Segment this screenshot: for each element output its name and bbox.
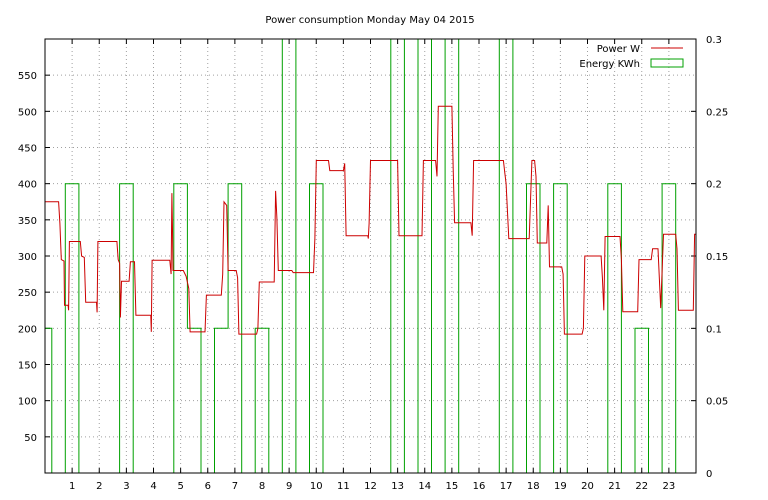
x-tick-label: 16 — [473, 481, 486, 492]
x-tick-label: 22 — [635, 481, 648, 492]
x-tick-label: 11 — [337, 481, 350, 492]
y2-tick-label: 0.25 — [706, 107, 728, 118]
chart-title: Power consumption Monday May 04 2015 — [265, 15, 474, 26]
grid-lines — [45, 39, 696, 473]
x-tick-label: 13 — [391, 481, 404, 492]
y-tick-label: 250 — [18, 288, 37, 299]
y-tick-label: 200 — [18, 324, 37, 335]
x-tick-label: 21 — [608, 481, 621, 492]
x-tick-label: 19 — [554, 481, 567, 492]
x-tick-label: 4 — [150, 481, 156, 492]
x-tick-label: 2 — [96, 481, 102, 492]
y-tick-label: 150 — [18, 361, 37, 372]
x-tick-label: 1 — [69, 481, 75, 492]
legend: Power W Energy KWh — [579, 44, 684, 70]
y-tick-label: 400 — [18, 180, 37, 191]
x-tick-label: 23 — [663, 481, 676, 492]
y-tick-label: 500 — [18, 107, 37, 118]
x-tick-label: 6 — [205, 481, 211, 492]
series-layer — [45, 38, 696, 474]
x-tick-label: 14 — [418, 481, 431, 492]
y-tick-label: 350 — [18, 216, 37, 227]
y-tick-label: 50 — [24, 433, 37, 444]
x-tick-label: 15 — [446, 481, 459, 492]
series-line-energy-kwh — [45, 38, 696, 474]
y2-tick-label: 0.1 — [706, 324, 722, 335]
y-axis-ticks: 50 100 150 200 250 300 350 400 450 500 550 — [18, 71, 50, 444]
legend-label-energy-kwh: Energy KWh — [579, 59, 640, 70]
x-tick-label: 8 — [259, 481, 265, 492]
x-tick-label: 7 — [232, 481, 238, 492]
legend-label-power-w: Power W — [597, 44, 640, 55]
legend-swatch-energy — [650, 58, 684, 68]
y2-tick-label: 0 — [706, 469, 712, 480]
y2-tick-label: 0.3 — [706, 35, 722, 46]
y-tick-label: 450 — [18, 144, 37, 155]
series-line-power-w — [45, 105, 696, 335]
y-tick-label: 300 — [18, 252, 37, 263]
x-tick-label: 20 — [581, 481, 594, 492]
x-tick-label: 18 — [527, 481, 540, 492]
x-tick-label: 9 — [286, 481, 292, 492]
y-tick-label: 100 — [18, 397, 37, 408]
y2-tick-label: 0.15 — [706, 252, 728, 263]
x-tick-label: 3 — [123, 481, 129, 492]
y2-tick-label: 0.2 — [706, 180, 722, 191]
y2-tick-label: 0.05 — [706, 397, 728, 408]
x-tick-label: 12 — [364, 481, 377, 492]
y-tick-label: 550 — [18, 71, 37, 82]
y2-axis-ticks: 0 0.05 0.1 0.15 0.2 0.25 0.3 — [691, 35, 728, 480]
x-tick-label: 5 — [177, 481, 183, 492]
x-tick-label: 17 — [500, 481, 513, 492]
x-axis-ticks: 1 2 3 4 5 6 7 8 9 10 11 12 13 14 15 16 17 18 19 20 21 22 23 — [69, 39, 675, 492]
x-tick-label: 10 — [310, 481, 323, 492]
plot-frame — [44, 38, 697, 474]
